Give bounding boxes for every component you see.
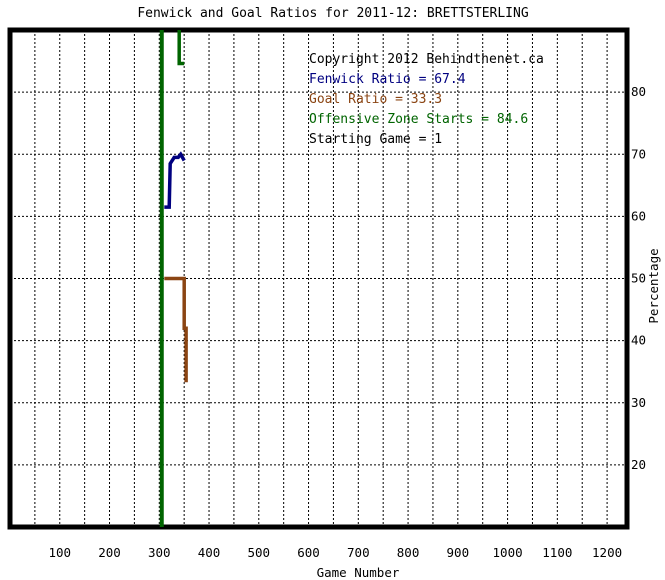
y-tick-label: 30 — [631, 395, 646, 410]
annotation-line: Starting Game = 1 — [309, 132, 442, 147]
annotations: Copyright 2012 Behindthenet.ca Fenwick Ra… — [309, 52, 544, 147]
chart-title: Fenwick and Goal Ratios for 2011-12: BRE… — [137, 6, 529, 21]
x-tick-label: 900 — [447, 545, 470, 560]
annotation-line: Fenwick Ratio = 67.4 — [309, 72, 466, 87]
series-line-offensive-zone-starts — [177, 30, 185, 66]
annotation-line: Copyright 2012 Behindthenet.ca — [309, 52, 544, 67]
x-tick-label: 400 — [198, 545, 221, 560]
x-tick-label: 1000 — [493, 545, 523, 560]
x-tick-label: 1200 — [592, 545, 622, 560]
x-tick-label: 800 — [397, 545, 420, 560]
x-tick-label: 100 — [48, 545, 71, 560]
y-tick-label: 80 — [631, 84, 646, 99]
series-line-goal-ratio — [164, 276, 188, 383]
x-tick-label: 300 — [148, 545, 171, 560]
y-axis-label: Percentage — [646, 248, 661, 323]
y-tick-label: 50 — [631, 271, 646, 286]
series-layer — [164, 30, 188, 383]
y-tick-label: 40 — [631, 333, 646, 348]
x-axis-label: Game Number — [317, 565, 400, 580]
x-tick-label: 200 — [98, 545, 121, 560]
x-tick-label: 700 — [347, 545, 370, 560]
x-tick-label: 600 — [297, 545, 320, 560]
series-line-fenwick-ratio — [164, 151, 186, 209]
annotation-line: Offensive Zone Starts = 84.6 — [309, 112, 528, 127]
x-tick-label: 500 — [248, 545, 271, 560]
y-tick-label: 20 — [631, 457, 646, 472]
y-tick-labels: 20 30 40 50 60 70 80 — [631, 84, 646, 472]
annotation-line: Goal Ratio = 33.3 — [309, 92, 442, 107]
plot-frame — [7, 27, 630, 530]
y-tick-label: 60 — [631, 208, 646, 223]
x-tick-labels: 100 200 300 400 500 600 700 800 900 1000 1100 1200 — [48, 545, 622, 560]
y-tick-label: 70 — [631, 146, 646, 161]
x-tick-label: 1100 — [542, 545, 572, 560]
